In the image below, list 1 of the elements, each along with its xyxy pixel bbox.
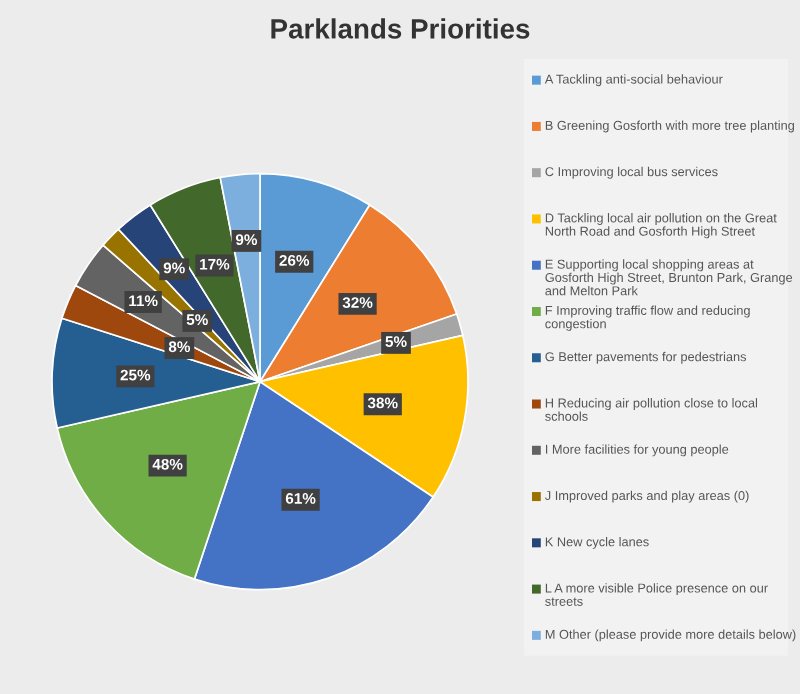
- chart-title: Parklands Priorities: [271, 18, 530, 39]
